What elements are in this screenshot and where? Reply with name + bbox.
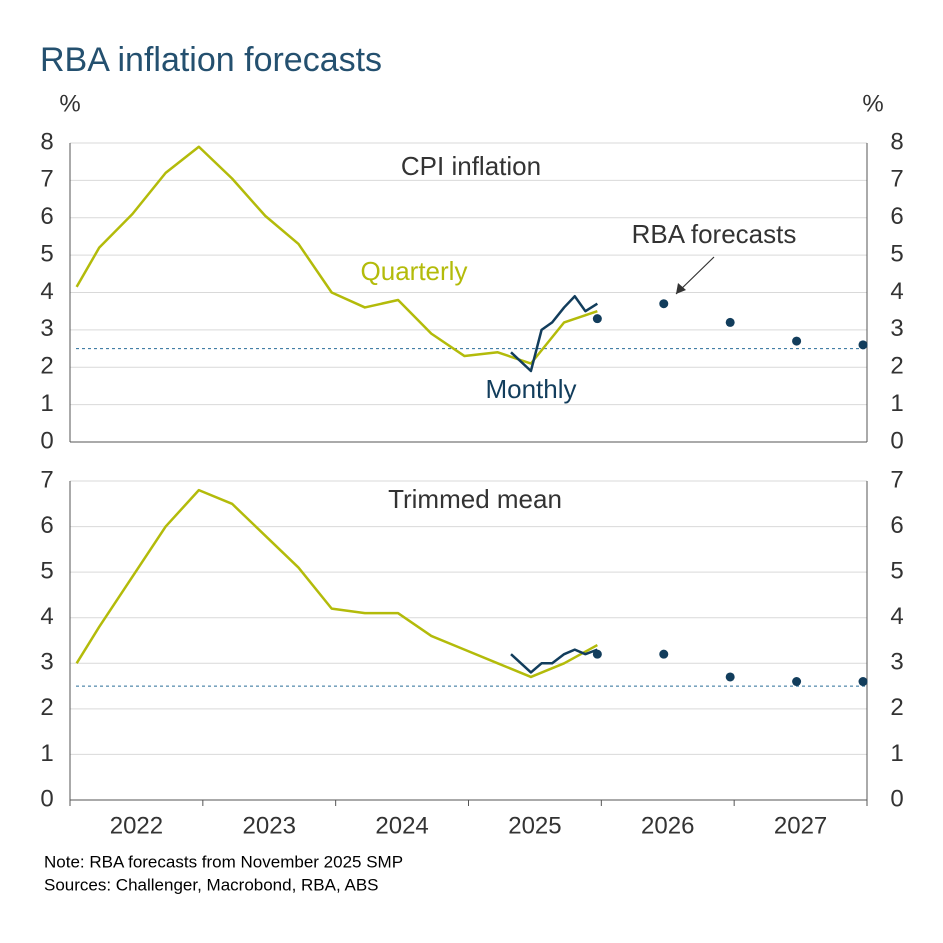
forecast-point bbox=[858, 340, 868, 350]
y-tick-label: 4 bbox=[40, 278, 53, 305]
series-line bbox=[75, 145, 598, 365]
y-tick-label-right: 8 bbox=[890, 128, 903, 155]
x-tick-label: 2022 bbox=[110, 812, 163, 839]
y-tick-label-right: 6 bbox=[890, 512, 903, 539]
y-tick-label-right: 0 bbox=[890, 785, 903, 812]
y-tick-label-right: 3 bbox=[890, 315, 903, 342]
y-tick-label: 0 bbox=[40, 427, 53, 454]
y-tick-label-right: 2 bbox=[890, 694, 903, 721]
series-line bbox=[510, 648, 598, 674]
forecast-point bbox=[792, 336, 802, 346]
panel-title: Trimmed mean bbox=[388, 484, 562, 514]
y-tick-label: 6 bbox=[40, 203, 53, 230]
y-unit-left: % bbox=[59, 90, 80, 117]
series-line bbox=[75, 488, 598, 679]
y-unit-right: % bbox=[862, 90, 883, 117]
forecast-point bbox=[659, 649, 669, 659]
panel-title: CPI inflation bbox=[401, 151, 541, 181]
y-tick-label: 2 bbox=[40, 694, 53, 721]
x-tick-label: 2023 bbox=[243, 812, 296, 839]
y-tick-label-right: 4 bbox=[890, 603, 903, 630]
y-tick-label-right: 7 bbox=[890, 466, 903, 493]
y-tick-label: 3 bbox=[40, 649, 53, 676]
y-tick-label-right: 1 bbox=[890, 390, 903, 417]
y-tick-label-right: 3 bbox=[890, 649, 903, 676]
forecast-point bbox=[858, 677, 868, 687]
chart-title: RBA inflation forecasts bbox=[40, 41, 382, 79]
y-tick-label: 5 bbox=[40, 557, 53, 584]
x-tick-label: 2026 bbox=[641, 812, 694, 839]
y-tick-label: 1 bbox=[40, 740, 53, 767]
y-tick-label: 1 bbox=[40, 390, 53, 417]
y-tick-label-right: 2 bbox=[890, 353, 903, 380]
x-tick-label: 2027 bbox=[774, 812, 827, 839]
y-tick-label: 2 bbox=[40, 353, 53, 380]
y-tick-label-right: 7 bbox=[890, 166, 903, 193]
x-tick-label: 2025 bbox=[508, 812, 561, 839]
series-label: Monthly bbox=[485, 374, 576, 404]
y-tick-label-right: 6 bbox=[890, 203, 903, 230]
y-tick-label: 3 bbox=[40, 315, 53, 342]
y-tick-label: 5 bbox=[40, 240, 53, 267]
y-tick-label-right: 0 bbox=[890, 427, 903, 454]
series-label: Quarterly bbox=[361, 256, 468, 286]
y-tick-label-right: 5 bbox=[890, 240, 903, 267]
y-tick-label: 8 bbox=[40, 128, 53, 155]
y-tick-label-right: 4 bbox=[890, 278, 903, 305]
y-tick-label: 7 bbox=[40, 466, 53, 493]
series-line bbox=[510, 294, 599, 373]
forecast-point bbox=[725, 672, 735, 682]
y-tick-label-right: 1 bbox=[890, 740, 903, 767]
x-tick-label: 2024 bbox=[375, 812, 428, 839]
y-tick-label-right: 5 bbox=[890, 557, 903, 584]
sources: Sources: Challenger, Macrobond, RBA, ABS bbox=[44, 875, 379, 894]
y-tick-label: 6 bbox=[40, 512, 53, 539]
series-label: RBA forecasts bbox=[632, 219, 797, 249]
forecast-point bbox=[659, 299, 669, 309]
forecast-point bbox=[792, 677, 802, 687]
y-tick-label: 0 bbox=[40, 785, 53, 812]
arrow-head bbox=[676, 283, 686, 294]
y-tick-label: 4 bbox=[40, 603, 53, 630]
note: Note: RBA forecasts from November 2025 S… bbox=[44, 852, 403, 871]
y-tick-label: 7 bbox=[40, 166, 53, 193]
forecast-point bbox=[725, 317, 735, 327]
forecast-point bbox=[592, 649, 602, 659]
forecast-point bbox=[592, 314, 602, 324]
